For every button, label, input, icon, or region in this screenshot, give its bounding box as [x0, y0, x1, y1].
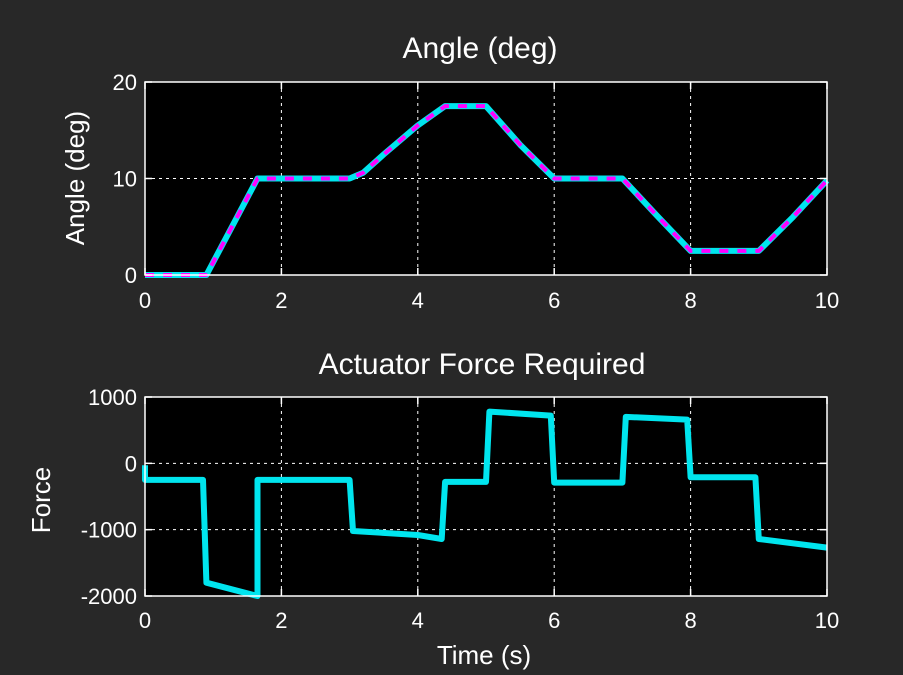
- angle-ticks: 0 2 4 6 8 10 0 10 20: [113, 70, 840, 313]
- force-chart: Actuator Force Required 0 2 4 6 8 10 -2000 -100…: [26, 348, 839, 670]
- x-tick-label: 2: [275, 608, 287, 633]
- x-tick-label: 0: [139, 608, 151, 633]
- x-tick-label: 4: [412, 608, 424, 633]
- y-tick-label: 1000: [88, 385, 137, 410]
- force-y-axis-label: Force: [26, 467, 56, 533]
- x-tick-label: 10: [815, 288, 839, 313]
- x-tick-label: 10: [815, 608, 839, 633]
- angle-axes-background: [145, 82, 827, 275]
- y-tick-label: 0: [125, 451, 137, 476]
- series-line: [145, 103, 830, 278]
- force-ticks: 0 2 4 6 8 10 -2000 -1000 0 1000: [81, 385, 840, 633]
- x-tick-label: 8: [684, 288, 696, 313]
- y-tick-label: -1000: [81, 518, 137, 543]
- x-tick-label: 4: [412, 288, 424, 313]
- angle-chart-title: Angle (deg): [402, 32, 557, 65]
- y-tick-label: 0: [125, 263, 137, 288]
- x-tick-label: 0: [139, 288, 151, 313]
- x-tick-label: 2: [275, 288, 287, 313]
- angle-lines: [145, 103, 830, 278]
- force-x-axis-label: Time (s): [437, 640, 531, 670]
- y-tick-label: 20: [113, 70, 137, 95]
- x-tick-label: 6: [548, 608, 560, 633]
- angle-y-axis-label: Angle (deg): [60, 111, 90, 245]
- series-line: [142, 408, 828, 599]
- x-tick-label: 6: [548, 288, 560, 313]
- angle-chart: Angle (deg) 0 2 4 6 8 10 0 10 20 Angle (deg): [60, 32, 839, 313]
- force-chart-title: Actuator Force Required: [319, 348, 646, 381]
- y-tick-label: 10: [113, 167, 137, 192]
- force-axes-border: [144, 396, 828, 597]
- y-tick-label: -2000: [81, 584, 137, 609]
- x-tick-label: 8: [684, 608, 696, 633]
- force-lines: [142, 408, 828, 599]
